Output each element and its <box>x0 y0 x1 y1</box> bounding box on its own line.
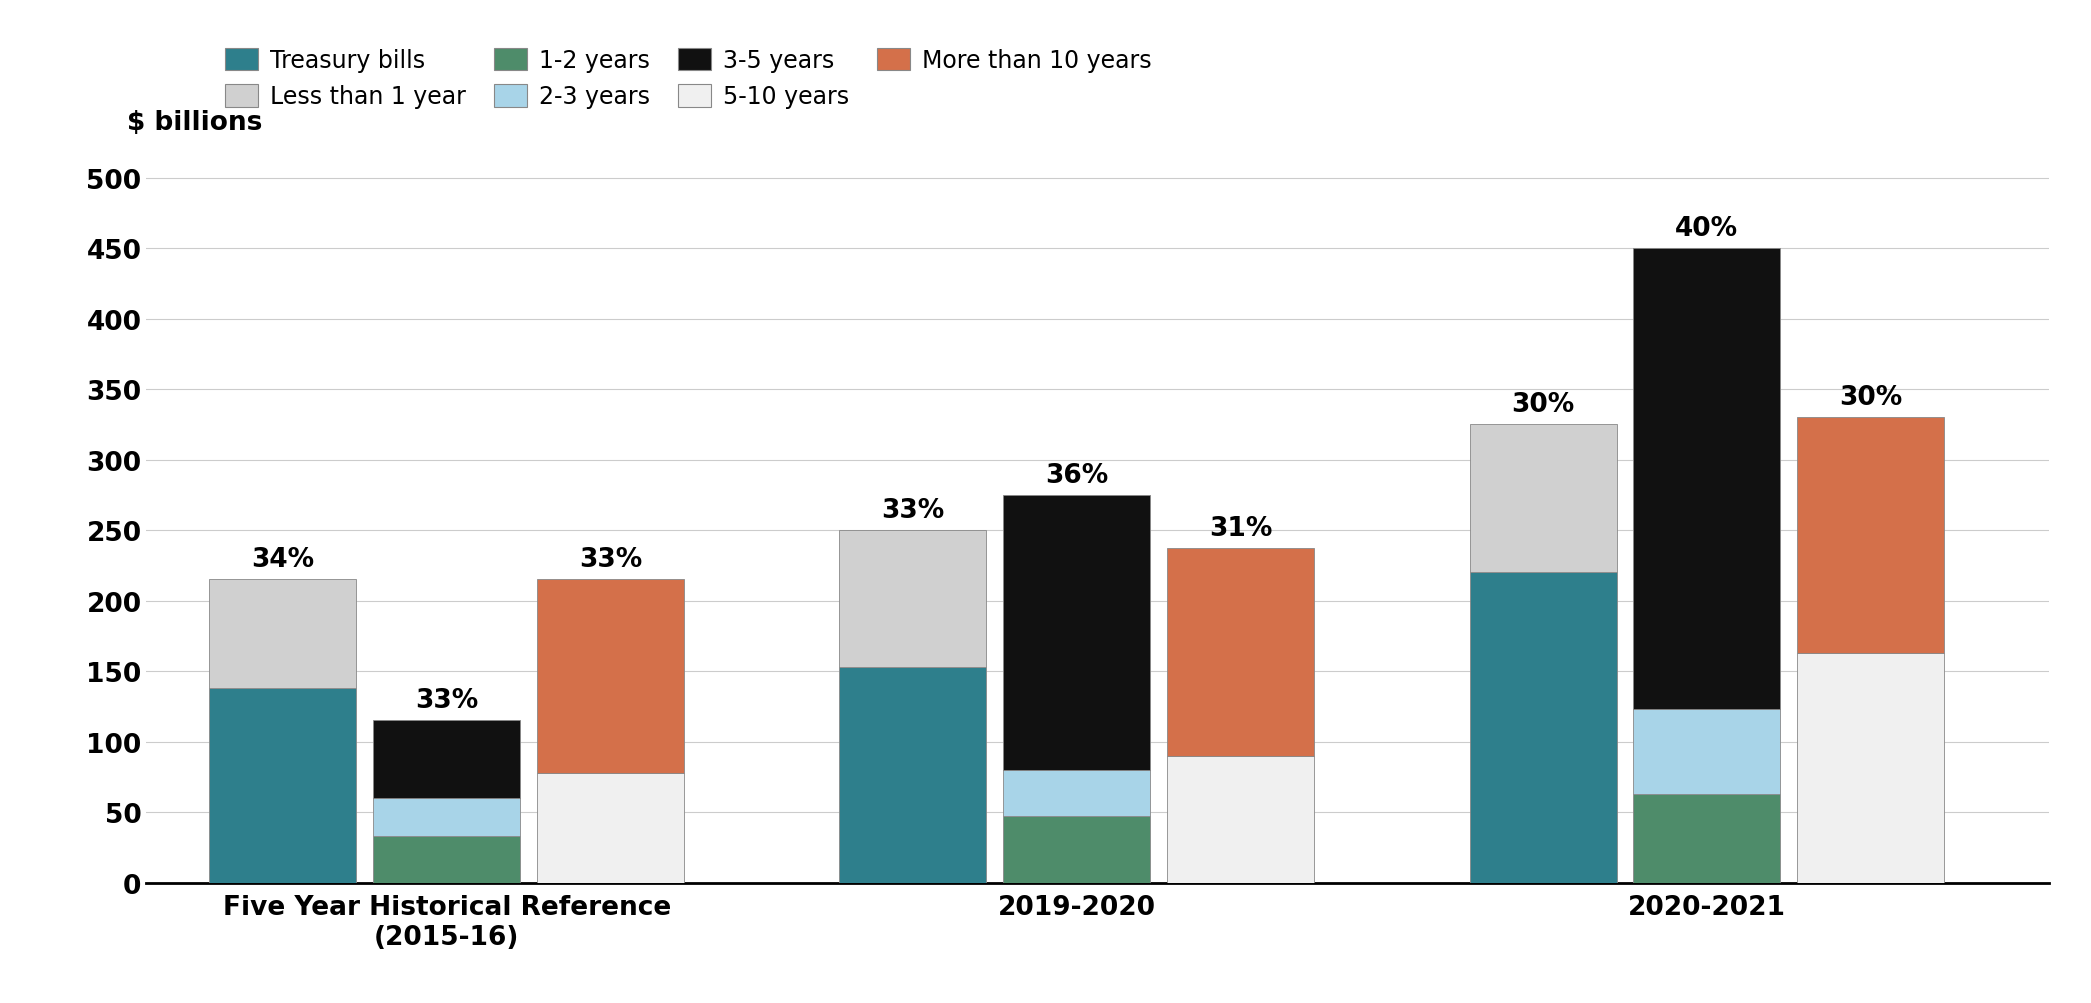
Bar <box>1470 425 1616 573</box>
Bar <box>1167 549 1313 756</box>
Bar <box>209 580 355 688</box>
Text: 34%: 34% <box>251 547 314 573</box>
Text: 30%: 30% <box>1840 385 1903 411</box>
Text: $ billions: $ billions <box>128 110 263 135</box>
Text: 33%: 33% <box>579 547 642 573</box>
Bar <box>1004 495 1150 770</box>
Bar <box>1004 770 1150 816</box>
Bar <box>537 772 684 883</box>
Text: 36%: 36% <box>1046 462 1108 488</box>
Text: 33%: 33% <box>416 688 479 714</box>
Bar <box>838 531 987 667</box>
Text: 30%: 30% <box>1512 392 1575 418</box>
Bar <box>372 721 521 798</box>
Bar <box>1470 573 1616 883</box>
Bar <box>1633 709 1779 794</box>
Bar <box>209 688 355 883</box>
Bar <box>372 798 521 837</box>
Bar <box>537 580 684 772</box>
Bar <box>1796 418 1945 653</box>
Bar <box>1633 794 1779 883</box>
Bar <box>372 837 521 883</box>
Bar <box>1633 249 1779 709</box>
Bar <box>1796 653 1945 883</box>
Text: 33%: 33% <box>880 497 945 524</box>
Bar <box>838 667 987 883</box>
Legend: Treasury bills, Less than 1 year, 1-2 years, 2-3 years, 3-5 years, 5-10 years, M: Treasury bills, Less than 1 year, 1-2 ye… <box>224 49 1152 109</box>
Text: 40%: 40% <box>1675 216 1738 242</box>
Text: 31%: 31% <box>1209 516 1271 542</box>
Bar <box>1167 756 1313 883</box>
Bar <box>1004 816 1150 883</box>
